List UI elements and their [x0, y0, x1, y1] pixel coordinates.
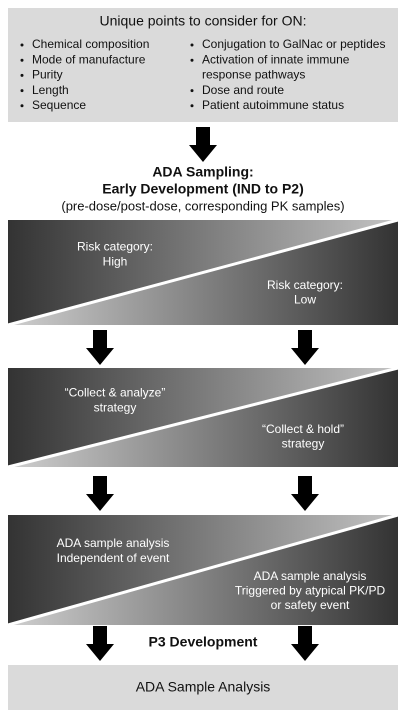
arrow	[189, 127, 217, 162]
panel-text: Independent of event	[57, 551, 170, 565]
sampling-subtitle: (pre-dose/post-dose, corresponding PK sa…	[61, 198, 344, 213]
panel-text: Low	[294, 293, 316, 307]
bullet-item: Activation of innate immune	[202, 52, 350, 66]
panel-text: strategy	[94, 400, 137, 414]
arrow	[291, 330, 319, 365]
bullet	[190, 89, 194, 93]
bullet	[20, 58, 24, 62]
bullet-item: Length	[32, 83, 69, 97]
panel-divider	[7, 218, 399, 327]
sampling-title: Early Development (IND to P2)	[102, 181, 304, 197]
bullet	[20, 43, 24, 47]
panel-divider	[7, 513, 399, 627]
p3-label: P3 Development	[149, 634, 258, 650]
panel-text: “Collect & hold”	[262, 422, 344, 436]
top-title: Unique points to consider for ON:	[100, 13, 307, 29]
panel-text: “Collect & analyze”	[65, 385, 166, 399]
panel-text: High	[103, 254, 128, 268]
bullet-item: Conjugation to GalNac or peptides	[202, 37, 385, 51]
panel-text: Risk category:	[267, 278, 343, 292]
arrow	[291, 626, 319, 661]
sampling-title: ADA Sampling:	[152, 164, 253, 180]
bullet-item: Chemical composition	[32, 37, 149, 51]
panel-text: or safety event	[271, 598, 350, 612]
arrow	[291, 476, 319, 511]
panel-text: Triggered by atypical PK/PD	[235, 584, 386, 598]
arrow	[86, 330, 114, 365]
bottom-box	[8, 665, 398, 710]
bullet-item: response pathways	[202, 68, 305, 82]
bullet	[190, 104, 194, 108]
bullet-item: Dose and route	[202, 83, 284, 97]
panel-text: ADA sample analysis	[254, 569, 367, 583]
bullet	[20, 73, 24, 77]
bullet-item: Patient autoimmune status	[202, 98, 344, 112]
panel-divider	[7, 366, 399, 469]
panel-text: strategy	[282, 436, 325, 450]
bullet-item: Sequence	[32, 98, 86, 112]
bullet-item: Purity	[32, 68, 63, 82]
arrow	[86, 476, 114, 511]
panel-text: ADA sample analysis	[57, 536, 170, 550]
bullet	[20, 89, 24, 93]
arrow	[86, 626, 114, 661]
bottom-label: ADA Sample Analysis	[136, 679, 271, 695]
top-box	[8, 8, 398, 122]
bullet	[190, 43, 194, 47]
bullet	[190, 58, 194, 62]
panel-text: Risk category:	[77, 239, 153, 253]
bullet-item: Mode of manufacture	[32, 52, 146, 66]
bullet	[20, 104, 24, 108]
